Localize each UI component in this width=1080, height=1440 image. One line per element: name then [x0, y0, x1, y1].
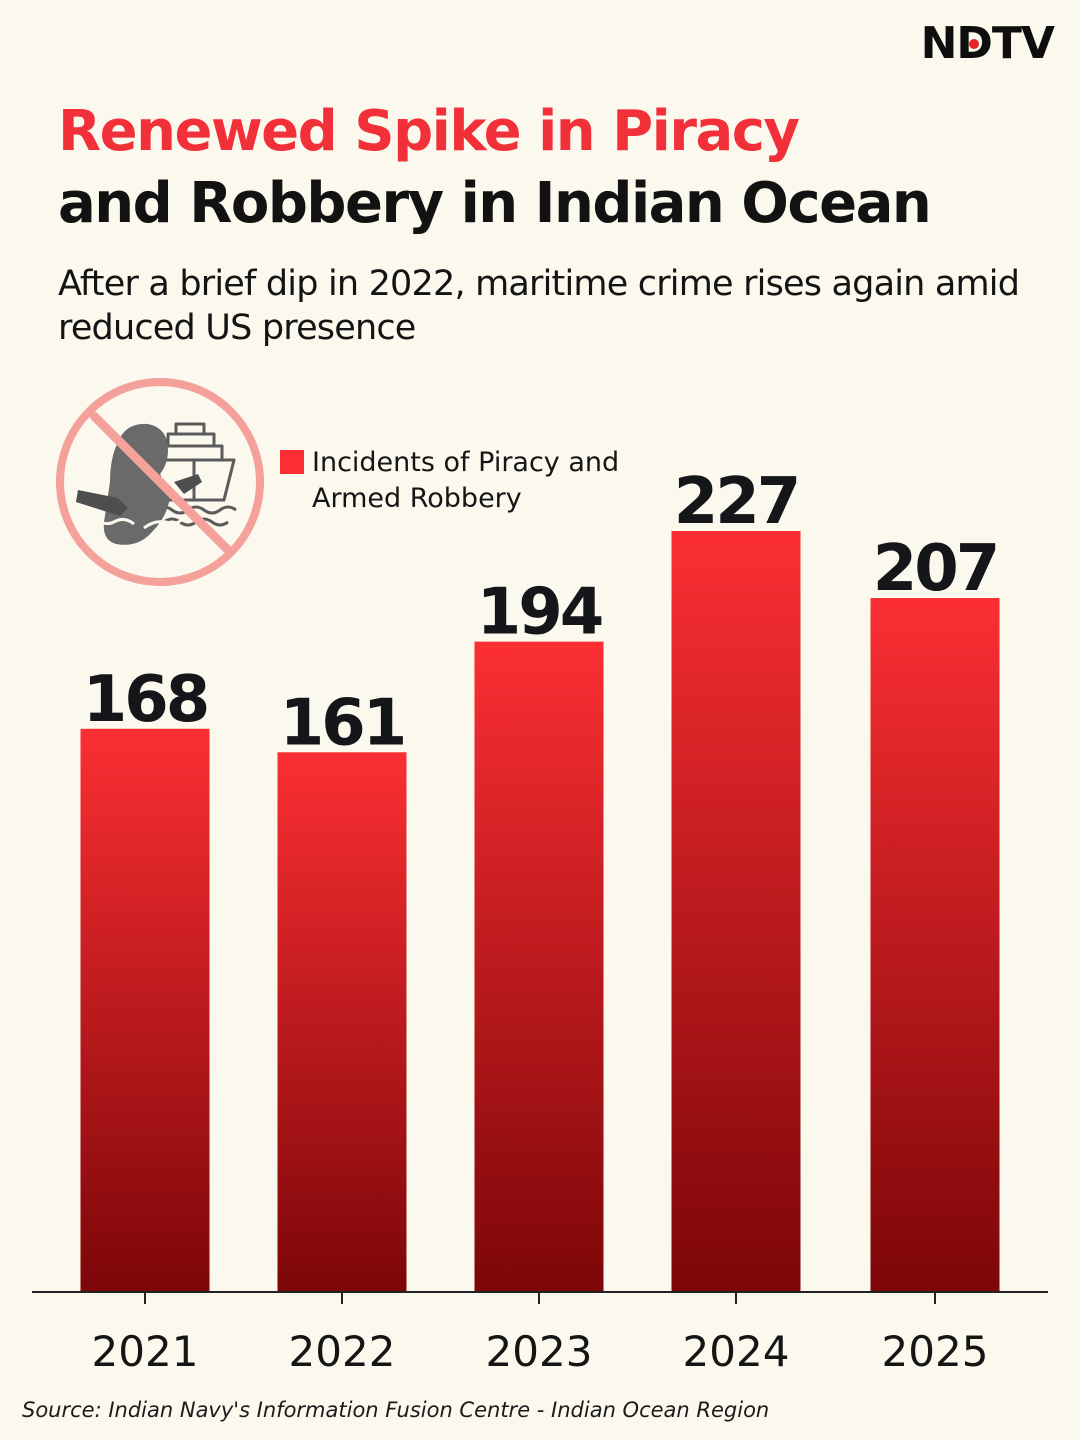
value-label-2022: 161	[280, 686, 405, 760]
x-tick-label-2023: 2023	[486, 1327, 593, 1376]
source-note: Source: Indian Navy's Information Fusion…	[22, 1398, 770, 1422]
bar-2021	[80, 728, 210, 1292]
bar-2024	[671, 531, 801, 1292]
bar-2023	[474, 641, 604, 1292]
x-tick-label-2021: 2021	[92, 1327, 199, 1376]
page-title: Renewed Spike in Piracy and Robbery in I…	[58, 96, 1048, 240]
bar-2025	[870, 598, 1000, 1292]
bar-2022	[277, 752, 407, 1292]
value-label-2021: 168	[83, 663, 208, 737]
ndtv-logo: NDTV	[920, 18, 1055, 69]
title-line-1: Renewed Spike in Piracy	[58, 99, 800, 164]
legend-label: Incidents of Piracy and Armed Robbery	[312, 447, 620, 514]
value-label-2025: 207	[873, 532, 998, 606]
title-line-2: and Robbery in Indian Ocean	[58, 171, 932, 236]
logo-red-dot	[969, 39, 980, 49]
value-label-2023: 194	[477, 576, 602, 650]
subtitle: After a brief dip in 2022, maritime crim…	[58, 264, 1020, 348]
chart-legend: Incidents of Piracy and Armed Robbery	[280, 445, 640, 517]
no-piracy-icon	[56, 378, 264, 586]
x-tick-label-2022: 2022	[289, 1327, 396, 1376]
value-label-2024: 227	[674, 465, 799, 539]
x-tick-label-2024: 2024	[683, 1327, 790, 1376]
legend-swatch	[280, 450, 304, 474]
x-tick-label-2025: 2025	[882, 1327, 989, 1376]
